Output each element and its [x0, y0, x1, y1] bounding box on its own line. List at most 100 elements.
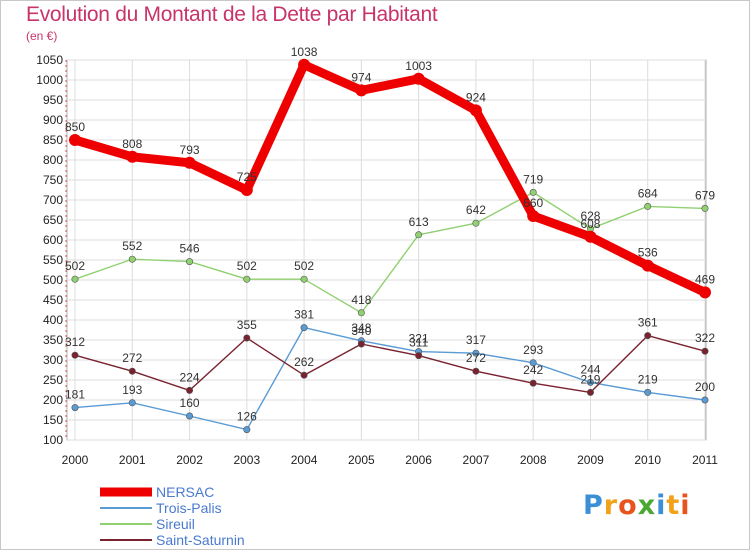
y-tick-label: 450	[43, 293, 63, 307]
x-tick-label: 2008	[520, 453, 547, 467]
data-label: 321	[409, 332, 429, 346]
data-point	[243, 275, 251, 283]
x-tick-label: 2005	[348, 453, 375, 467]
data-label: 628	[580, 209, 600, 223]
data-point	[186, 412, 194, 420]
data-label: 608	[580, 217, 600, 231]
data-label: 850	[65, 120, 85, 134]
data-label: 381	[294, 308, 314, 322]
data-label: 502	[65, 259, 85, 273]
data-point	[69, 134, 81, 146]
x-tick-label: 2002	[176, 453, 203, 467]
series-line-sireuil	[74, 191, 706, 314]
y-tick-label: 850	[43, 133, 63, 147]
data-point	[529, 379, 537, 387]
data-label: 272	[122, 351, 142, 365]
x-tick-label: 2011	[692, 453, 718, 467]
data-label: 348	[351, 321, 371, 335]
y-tick-label: 400	[43, 313, 63, 327]
x-tick-label: 2003	[233, 453, 260, 467]
data-point	[701, 347, 709, 355]
y-tick-label: 650	[43, 213, 63, 227]
data-label: 193	[122, 383, 142, 397]
series-line-trois-palis	[74, 326, 706, 431]
data-point	[472, 219, 480, 227]
chart-subtitle: (en €)	[26, 29, 58, 43]
data-label: 642	[466, 203, 486, 217]
data-label: 684	[638, 186, 658, 200]
data-point	[300, 324, 308, 332]
data-point	[357, 309, 365, 317]
data-label: 552	[122, 239, 142, 253]
data-label: 272	[466, 351, 486, 365]
data-point	[128, 255, 136, 263]
data-label: 262	[294, 355, 314, 369]
data-point	[412, 72, 425, 85]
data-label: 355	[237, 318, 257, 332]
data-label: 219	[638, 372, 658, 386]
data-point	[128, 367, 136, 375]
data-label: 317	[466, 333, 486, 347]
data-label: 679	[695, 188, 715, 202]
data-label: 312	[65, 335, 85, 349]
data-point	[71, 404, 79, 412]
data-label: 924	[466, 90, 486, 104]
x-tick-label: 2004	[291, 453, 318, 467]
y-tick-label: 950	[43, 93, 63, 107]
data-label: 242	[523, 363, 543, 377]
data-point	[298, 58, 311, 71]
y-tick-label: 700	[43, 193, 63, 207]
data-point	[243, 426, 251, 434]
y-tick-label: 1000	[36, 73, 63, 87]
data-point	[300, 371, 308, 379]
data-point	[357, 340, 365, 348]
chart-title: Evolution du Montant de la Dette par Hab…	[26, 3, 438, 26]
data-point	[644, 332, 652, 340]
data-point	[701, 396, 709, 404]
data-label: 536	[638, 246, 658, 260]
data-point	[186, 386, 194, 394]
x-tick-label: 2001	[119, 453, 146, 467]
data-label: 660	[523, 196, 543, 210]
data-label: 160	[180, 396, 200, 410]
data-label: 808	[122, 137, 142, 151]
y-tick-label: 100	[43, 433, 63, 447]
data-label: 418	[351, 293, 371, 307]
x-tick-label: 2000	[62, 453, 89, 467]
data-point	[701, 204, 709, 212]
data-label: 361	[638, 316, 658, 330]
data-label: 546	[180, 242, 200, 256]
plot-area	[66, 59, 707, 441]
y-tick-label: 800	[43, 153, 63, 167]
data-point	[586, 388, 594, 396]
y-tick-label: 1050	[36, 53, 63, 67]
data-point	[586, 378, 594, 386]
legend-label: NERSAC	[156, 484, 214, 500]
data-label: 322	[695, 331, 715, 345]
data-point	[240, 184, 253, 196]
data-label: 311	[409, 336, 428, 350]
data-label: 224	[180, 370, 200, 384]
x-tick-label: 2006	[405, 453, 432, 467]
data-label: 613	[409, 215, 429, 229]
data-point	[529, 188, 537, 196]
y-tick-label: 900	[43, 113, 63, 127]
data-label: 219	[580, 372, 600, 386]
data-point	[527, 210, 540, 222]
y-tick-label: 350	[43, 333, 63, 347]
data-label: 974	[351, 70, 371, 84]
data-point	[644, 202, 652, 210]
data-label: 340	[351, 324, 371, 338]
data-label: 244	[580, 362, 600, 376]
data-label: 181	[65, 388, 85, 402]
series-line-nersac	[70, 60, 710, 297]
data-point	[699, 286, 711, 299]
data-point	[183, 156, 196, 169]
data-label: 126	[237, 410, 257, 424]
data-point	[71, 275, 79, 283]
data-point	[529, 359, 537, 367]
data-point	[355, 84, 368, 97]
proxiti-logo: Proxiti	[583, 490, 691, 521]
data-label: 1003	[405, 59, 432, 73]
